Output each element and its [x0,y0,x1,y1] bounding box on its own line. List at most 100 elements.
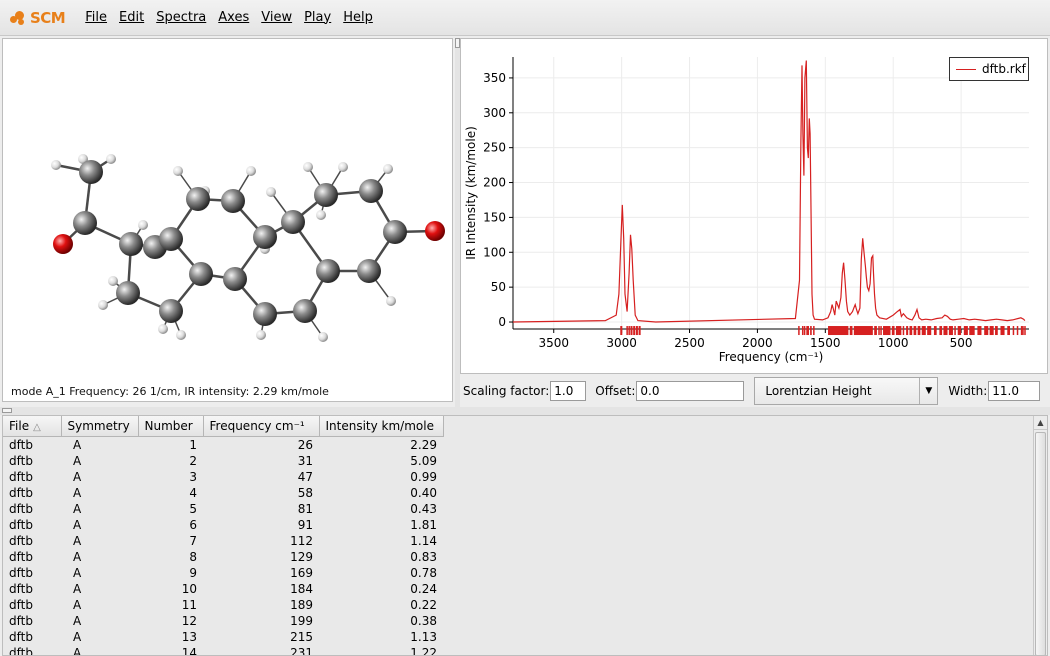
table-row[interactable]: dftb A 10 184 0.24 [3,581,443,597]
hydrogen-atom[interactable] [386,296,396,306]
stick-mark [995,326,998,336]
hydrogen-atom[interactable] [106,154,116,164]
table-row[interactable]: dftb A 11 189 0.22 [3,597,443,613]
carbon-atom[interactable] [253,225,277,249]
hydrogen-atom[interactable] [138,220,148,230]
menu-edit[interactable]: Edit [119,9,145,25]
carbon-atom[interactable] [357,259,381,283]
column-intensity[interactable]: Intensity km/mole [319,416,444,437]
hydrogen-atom[interactable] [338,162,348,172]
menu-play[interactable]: Play [304,9,332,25]
carbon-atom[interactable] [186,187,210,211]
table-row[interactable]: dftb A 3 47 0.99 [3,469,443,485]
molecule-viewer[interactable]: mode A_1 Frequency: 26 1/cm, IR intensit… [2,38,453,402]
table-row[interactable]: dftb A 2 31 5.09 [3,453,443,469]
scrollbar-thumb[interactable] [1035,432,1046,655]
cell-frequency: 58 [297,485,313,500]
hydrogen-atom[interactable] [316,210,326,220]
menu-axes[interactable]: Axes [218,9,250,25]
table-row[interactable]: dftb A 13 215 1.13 [3,629,443,645]
stick-mark [806,326,810,336]
hydrogen-atom[interactable] [303,162,313,172]
carbon-atom[interactable] [189,262,213,286]
table-row[interactable]: dftb A 4 58 0.40 [3,485,443,501]
cell-number: 4 [189,485,197,500]
carbon-atom[interactable] [221,189,245,213]
carbon-atom[interactable] [73,211,97,235]
ir-spectrum-chart[interactable]: 0 50 100 150 200 250 300 350 3500 3000 2500 2000 150… [461,39,1047,373]
splitter-grip-icon[interactable] [2,408,12,413]
hydrogen-atom[interactable] [108,276,118,286]
column-number[interactable]: Number [138,416,204,437]
table-row[interactable]: dftb A 1 26 2.29 [3,436,443,453]
x-axis-label: Frequency (cm⁻¹) [719,350,824,364]
menu-file[interactable]: File [85,9,108,25]
table-row[interactable]: dftb A 9 169 0.78 [3,565,443,581]
carbon-atom[interactable] [159,227,183,251]
mode-status: mode A_1 Frequency: 26 1/cm, IR intensit… [11,385,329,398]
scaling-factor-input[interactable]: 1.0 [550,381,587,401]
oxygen-atom[interactable] [53,234,73,254]
molecule-structure[interactable] [3,39,452,379]
modes-table[interactable]: File △ Symmetry Number Frequency cm⁻¹ Int… [2,415,1048,656]
carbon-atom[interactable] [159,299,183,323]
table-row[interactable]: dftb A 7 112 1.14 [3,533,443,549]
carbon-atom[interactable] [116,281,140,305]
dropdown-arrow-icon[interactable]: ▼ [919,378,937,404]
column-file[interactable]: File △ [3,416,62,437]
carbon-atom[interactable] [316,259,340,283]
hydrogen-atom[interactable] [173,166,183,176]
carbon-atom[interactable] [293,299,317,323]
hydrogen-atom[interactable] [266,187,276,197]
hydrogen-atom[interactable] [51,160,61,170]
menu-view[interactable]: View [261,9,293,25]
width-input[interactable]: 11.0 [988,381,1041,401]
hydrogen-atom[interactable] [256,330,266,340]
sort-ascending-icon[interactable]: △ [33,421,41,433]
table-row[interactable]: dftb A 5 81 0.43 [3,501,443,517]
carbon-atom[interactable] [314,183,338,207]
splitter-grip-icon[interactable] [455,38,460,48]
y-tick-label: 200 [483,176,506,190]
hydrogen-atom[interactable] [318,332,328,342]
table-row[interactable]: dftb A 6 91 1.81 [3,517,443,533]
cell-symmetry: A [73,549,82,564]
cell-frequency: 199 [290,613,313,628]
cell-frequency: 169 [290,565,313,580]
hydrogen-atom[interactable] [98,300,108,310]
column-frequency[interactable]: Frequency cm⁻¹ [203,416,320,437]
menu-help[interactable]: Help [343,9,373,25]
carbon-atom[interactable] [359,179,383,203]
table-row[interactable]: dftb A 12 199 0.38 [3,613,443,629]
horizontal-splitter[interactable] [0,407,1050,415]
scroll-up-icon[interactable]: ▲ [1034,416,1047,430]
hydrogen-atom[interactable] [158,324,168,334]
vertical-splitter[interactable] [455,38,460,408]
menu-spectra[interactable]: Spectra [156,9,207,25]
x-tick-label: 2000 [742,336,773,350]
carbon-atom[interactable] [119,232,143,256]
table-row[interactable]: dftb A 8 129 0.83 [3,549,443,565]
carbon-atom[interactable] [253,302,277,326]
lineshape-select[interactable]: Lorentzian Height ▼ [754,377,939,405]
offset-input[interactable]: 0.0 [636,381,745,401]
x-tick-label: 500 [950,336,973,350]
carbon-atom[interactable] [281,210,305,234]
chart-legend: dftb.rkf [949,57,1029,81]
spectrum-plot[interactable]: 0 50 100 150 200 250 300 350 3500 3000 2500 2000 150… [460,38,1048,374]
carbon-atom[interactable] [79,160,103,184]
column-symmetry[interactable]: Symmetry [61,416,139,437]
cell-number: 3 [189,469,197,484]
hydrogen-atom[interactable] [246,166,256,176]
oxygen-atom[interactable] [425,221,445,241]
stick-mark [895,326,902,336]
carbon-atom[interactable] [223,267,247,291]
spectrum-line [512,60,1026,323]
table-row[interactable]: dftb A 14 231 1.22 [3,645,443,656]
cell-number: 2 [189,453,197,468]
cell-number: 8 [189,549,197,564]
carbon-atom[interactable] [383,220,407,244]
hydrogen-atom[interactable] [383,164,393,174]
hydrogen-atom[interactable] [176,330,186,340]
table-scrollbar[interactable]: ▲ [1033,416,1047,655]
